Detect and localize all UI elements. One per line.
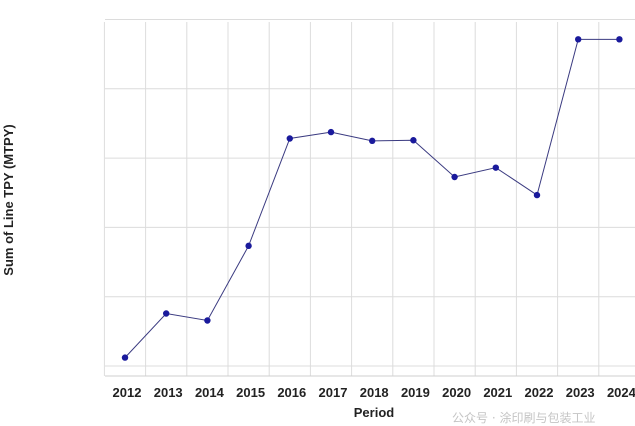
x-tick-labels: 2012 2013 2014 2015 2016 2017 2018 2019 2020 2021…: [113, 385, 635, 400]
watermark: 公众号 · 涂印刷与包装工业: [452, 411, 596, 425]
x-tick-label-2023: 2023: [566, 385, 595, 400]
data-point-2013: [163, 310, 170, 317]
data-point-2024: [616, 36, 623, 43]
data-point-2023: [575, 36, 582, 43]
x-tick-label-2019: 2019: [401, 385, 430, 400]
data-point-2022: [533, 191, 541, 199]
series-line: [124, 38, 620, 358]
x-tick-label-2013: 2013: [154, 385, 183, 400]
x-tick-label-2015: 2015: [236, 385, 265, 400]
data-point-2020: [451, 173, 458, 181]
x-axis-title: Period: [354, 405, 395, 420]
x-tick-label-2016: 2016: [277, 385, 306, 400]
x-tick-label-2022: 2022: [525, 385, 554, 400]
x-tick-label-2020: 2020: [442, 385, 471, 400]
x-tick-label-2017: 2017: [319, 385, 348, 400]
x-tick-label-2012: 2012: [113, 385, 142, 400]
x-tick-label-2018: 2018: [360, 385, 389, 400]
x-tick-label-2024: 2024: [607, 385, 635, 400]
data-points: [121, 36, 623, 361]
horizontal-gridlines: [105, 18, 635, 367]
data-point-2015: [245, 242, 252, 250]
data-point-2016: [286, 135, 293, 142]
vertical-gridlines: [103, 22, 600, 376]
data-point-2019: [410, 137, 417, 144]
data-point-2012: [121, 354, 129, 361]
x-tick-label-2021: 2021: [483, 385, 512, 400]
data-point-2021: [492, 164, 499, 171]
y-axis-title: Sum of Line TPY (MTPY): [1, 124, 16, 275]
data-point-2014: [204, 317, 211, 324]
x-tick-label-2014: 2014: [195, 385, 225, 400]
data-point-2017: [327, 128, 335, 136]
data-point-2018: [369, 137, 376, 145]
